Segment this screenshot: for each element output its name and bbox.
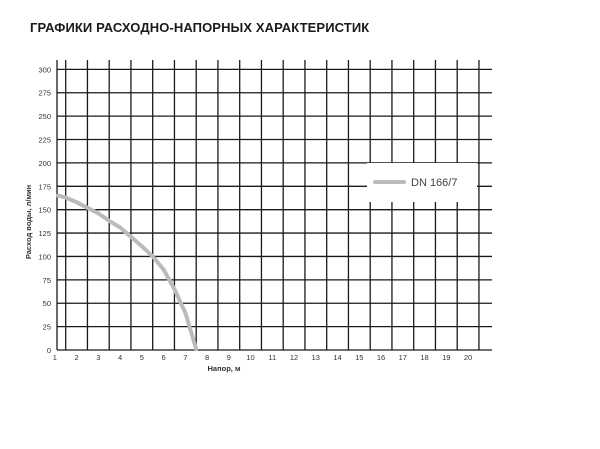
y-tick-label: 175 (38, 182, 51, 191)
y-tick-label: 225 (38, 136, 51, 145)
x-tick-label: 10 (246, 353, 254, 362)
y-axis-label: Расход воды, л/мин (24, 185, 33, 259)
x-tick-label: 20 (464, 353, 472, 362)
y-tick-label: 50 (43, 299, 51, 308)
x-tick-label: 5 (140, 353, 144, 362)
x-tick-label: 12 (290, 353, 298, 362)
x-tick-label: 17 (399, 353, 407, 362)
y-tick-label: 25 (43, 323, 51, 332)
y-tick-label: 125 (38, 229, 51, 238)
x-tick-label: 3 (96, 353, 100, 362)
legend: DN 166/7 (367, 163, 477, 202)
x-tick-label: 14 (333, 353, 341, 362)
y-tick-label: 200 (38, 159, 51, 168)
x-tick-label: 4 (118, 353, 122, 362)
x-tick-label: 9 (227, 353, 231, 362)
x-tick-label: 16 (377, 353, 385, 362)
series-line (56, 193, 199, 352)
y-tick-label: 300 (38, 65, 51, 74)
x-tick-label: 2 (74, 353, 78, 362)
x-tick-label: 11 (268, 353, 276, 362)
y-tick-label: 0 (47, 346, 51, 355)
x-tick-label: 6 (161, 353, 165, 362)
x-tick-label: 18 (420, 353, 428, 362)
grid (56, 60, 492, 351)
y-tick-label: 275 (38, 89, 51, 98)
x-tick-label: 1 (53, 353, 57, 362)
y-tick-label: 75 (43, 276, 51, 285)
x-tick-label: 15 (355, 353, 363, 362)
y-tick-label: 100 (38, 252, 51, 261)
x-tick-label: 19 (442, 353, 450, 362)
y-tick-label: 150 (38, 206, 51, 215)
legend-label: DN 166/7 (411, 177, 457, 189)
x-axis-label: Напор, м (208, 364, 241, 373)
y-tick-label: 250 (38, 112, 51, 121)
page-title: ГРАФИКИ РАСХОДНО-НАПОРНЫХ ХАРАКТЕРИСТИК (30, 20, 370, 35)
x-tick-label: 13 (312, 353, 320, 362)
y-axis: 0 25 50 75 100 125 150 175 200 225 250 275 300 (38, 65, 51, 355)
x-tick-label: 8 (205, 353, 209, 362)
x-axis: 1 2 3 4 5 6 7 8 9 10 11 12 13 14 15 16 17 18 19 20 (53, 353, 473, 362)
x-tick-label: 7 (183, 353, 187, 362)
